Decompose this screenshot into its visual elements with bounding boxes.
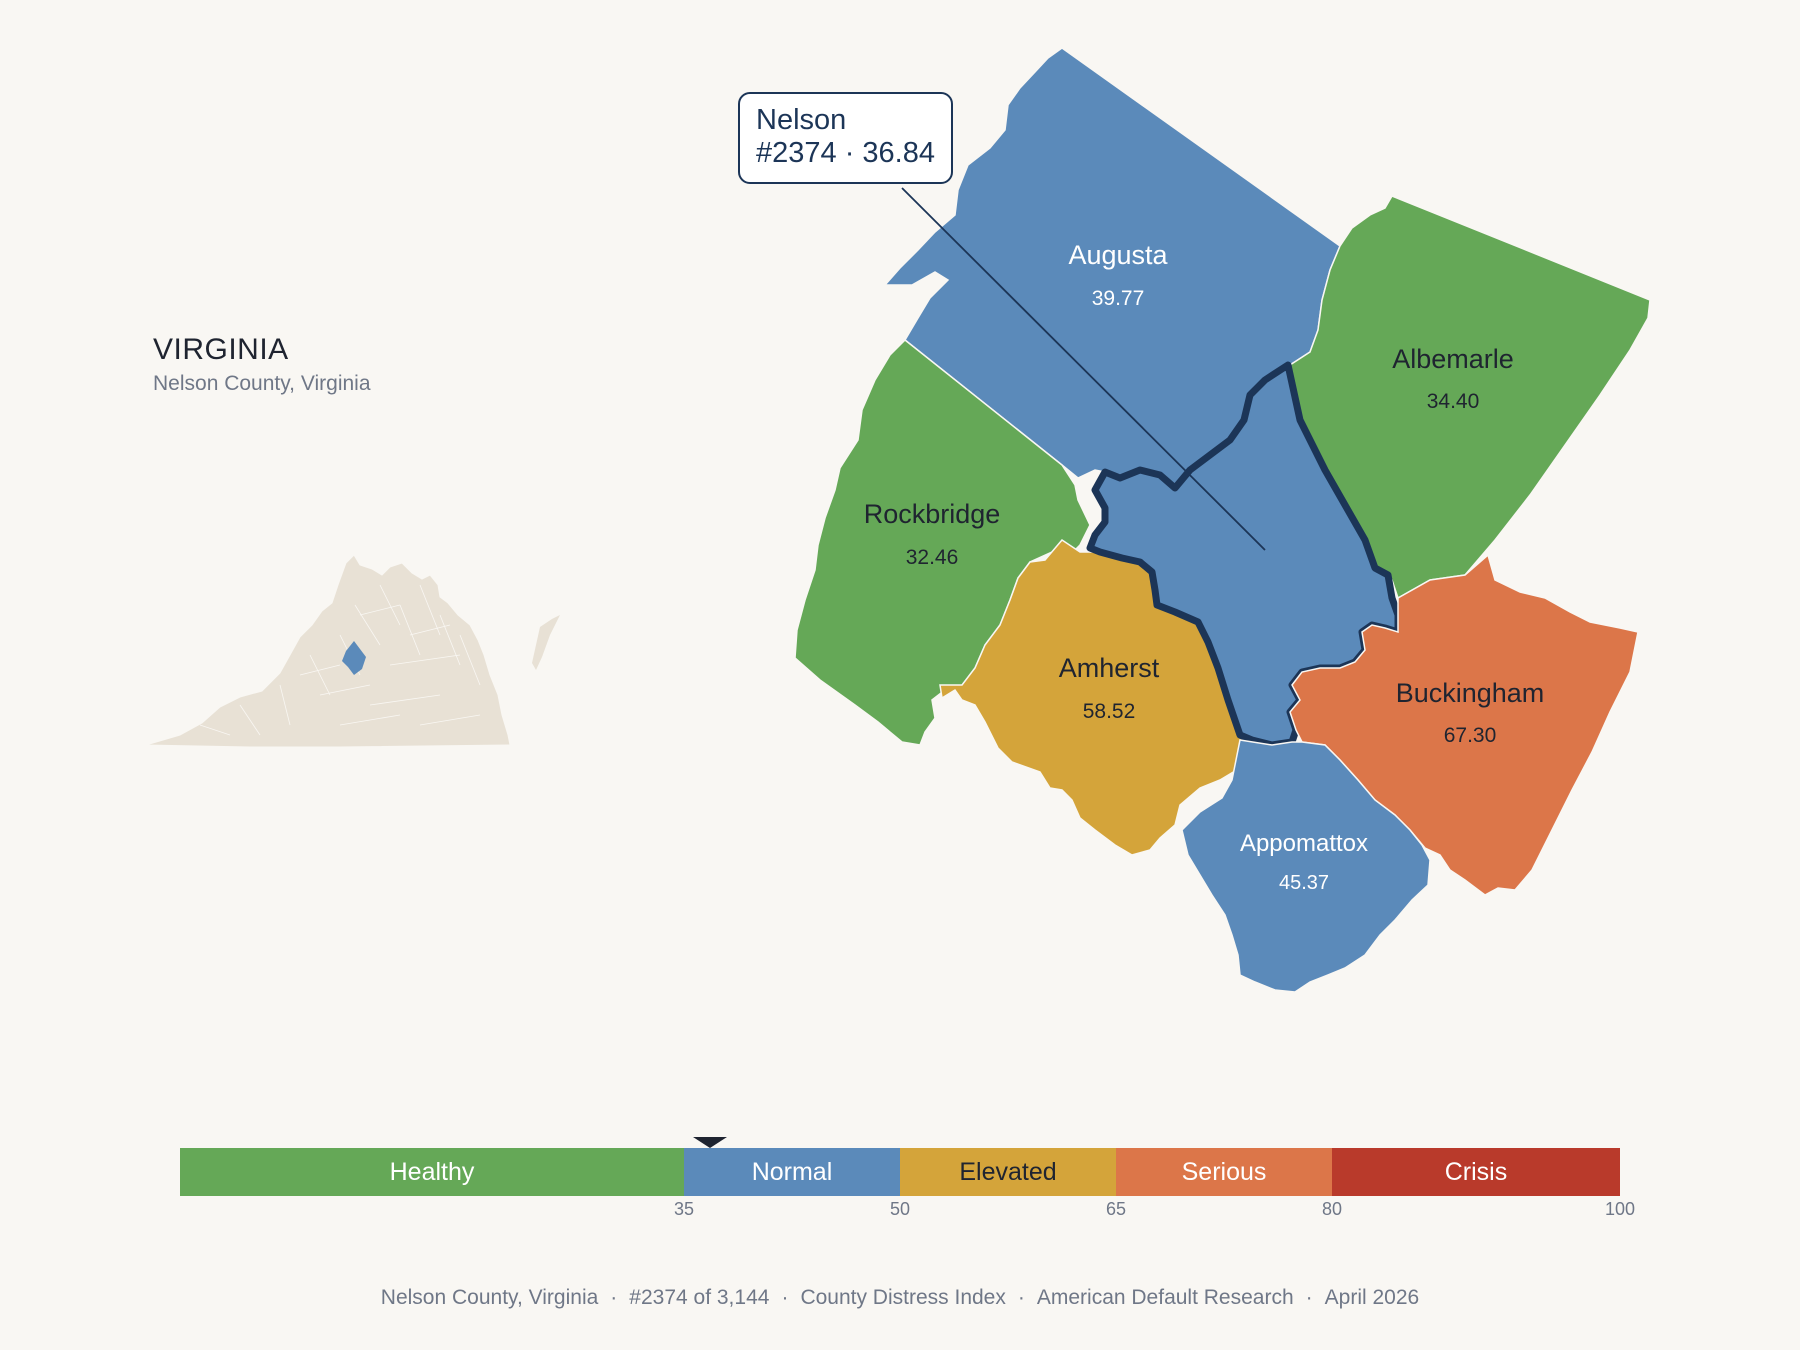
- footer-county: Nelson County, Virginia: [380, 1286, 599, 1309]
- legend-segment-healthy: Healthy: [180, 1148, 684, 1196]
- legend-segment-elevated: Elevated: [900, 1148, 1116, 1196]
- virginia-inset-map: [145, 554, 560, 748]
- county-appomattox[interactable]: [1181, 739, 1431, 993]
- inset-nelson-highlight: [342, 641, 366, 675]
- footer-rank: #2374 of 3,144: [629, 1286, 770, 1309]
- legend-tick-65: 65: [1105, 1199, 1127, 1219]
- footer-source: American Default Research: [1036, 1286, 1294, 1309]
- legend-segment-normal: Normal: [684, 1148, 900, 1196]
- footer-date: April 2026: [1324, 1286, 1420, 1309]
- label-albemarle-name: Albemarle: [1392, 344, 1514, 374]
- callout-rank-score: #2374 · 36.84: [756, 137, 935, 169]
- label-buckingham-name: Buckingham: [1396, 678, 1545, 708]
- virginia-state-shape: [145, 554, 511, 748]
- state-title: VIRGINIA: [153, 333, 289, 366]
- label-rockbridge-value: 32.46: [906, 546, 959, 569]
- county-map: Augusta 39.77 Albemarle 34.40 Rockbridge…: [794, 47, 1651, 993]
- label-appomattox-value: 45.37: [1279, 872, 1329, 894]
- legend-tick-35: 35: [673, 1199, 695, 1219]
- score-marker: [693, 1137, 728, 1148]
- label-buckingham-value: 67.30: [1444, 724, 1497, 747]
- footer: Nelson County, Virginia · #2374 of 3,144 · C…: [380, 1286, 1420, 1309]
- legend-tick-50: 50: [889, 1199, 911, 1219]
- state-subtitle: Nelson County, Virginia: [153, 372, 371, 395]
- label-rockbridge-name: Rockbridge: [864, 499, 1001, 529]
- legend-segment-crisis: Crisis: [1332, 1148, 1620, 1196]
- label-augusta-name: Augusta: [1068, 240, 1168, 270]
- label-appomattox-name: Appomattox: [1240, 830, 1368, 857]
- callout-leader-line: [901, 187, 1266, 551]
- virginia-eastern-shore: [532, 615, 560, 670]
- nelson-callout: Nelson #2374 · 36.84: [738, 92, 953, 184]
- legend-tick-100: 100: [1604, 1199, 1636, 1219]
- legend-tick-80: 80: [1321, 1199, 1343, 1219]
- footer-index: County Distress Index: [800, 1286, 1006, 1309]
- county-buckingham[interactable]: [1289, 553, 1639, 896]
- callout-county-name: Nelson: [756, 104, 847, 136]
- label-amherst-value: 58.52: [1083, 700, 1136, 723]
- label-augusta-value: 39.77: [1092, 287, 1145, 310]
- label-albemarle-value: 34.40: [1427, 390, 1480, 413]
- distress-legend: Healthy Normal Elevated Serious Crisis: [180, 1148, 1620, 1196]
- legend-segment-serious: Serious: [1116, 1148, 1332, 1196]
- county-labels: Augusta 39.77 Albemarle 34.40 Rockbridge…: [864, 240, 1545, 894]
- label-amherst-name: Amherst: [1059, 653, 1160, 683]
